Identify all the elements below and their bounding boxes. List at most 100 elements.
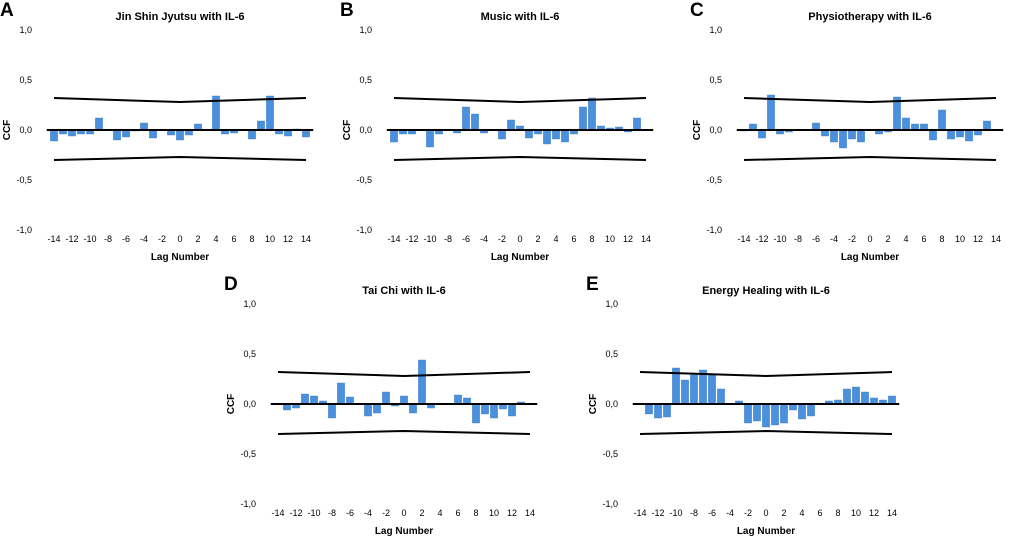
x-tick-label: -14 [271, 508, 284, 518]
ccf-bar [507, 119, 515, 131]
ccf-bar [983, 120, 991, 131]
y-axis-label: CCF [226, 394, 237, 415]
x-tick-label: 0 [517, 234, 522, 244]
panel-letter: D [224, 274, 238, 295]
x-tick-label: -12 [289, 508, 302, 518]
x-tick-label: -6 [812, 234, 820, 244]
upper-confidence-limit [639, 371, 893, 378]
chart-panel-e: E Energy Healing with IL-6 CCF Lag Number -… [586, 274, 926, 544]
ccf-chart-a: Jin Shin Jyutsu with IL-6 CCF Lag Number -1… [2, 11, 314, 263]
ccf-bar [481, 403, 489, 415]
ccf-bar [364, 403, 372, 417]
panel-letter: A [0, 0, 14, 21]
ccf-bar [140, 122, 148, 131]
x-tick-label: 12 [623, 234, 633, 244]
x-tick-label: 0 [867, 234, 872, 244]
ccf-chart-e: Energy Healing with IL-6 CCF Lag Number -1,… [588, 285, 900, 537]
x-tick-label: -4 [830, 234, 838, 244]
x-tick-label: 2 [195, 234, 200, 244]
ccf-bar [95, 117, 103, 131]
y-tick-label: 0,0 [19, 125, 32, 135]
y-tick-label: -0,5 [706, 175, 722, 185]
ccf-bar [302, 129, 310, 138]
x-tick-label: -2 [158, 234, 166, 244]
ccf-bar [418, 359, 426, 405]
x-tick-label: -10 [307, 508, 320, 518]
y-axis-label: CCF [2, 120, 13, 141]
ccf-bar [645, 403, 653, 415]
ccf-bar [310, 395, 318, 405]
panel-letter: E [586, 274, 599, 295]
y-tick-label: 0,5 [605, 349, 618, 359]
ccf-bar [744, 403, 752, 424]
x-tick-label: -6 [708, 508, 716, 518]
ccf-bar [857, 129, 865, 143]
chart-panel-b: B Music with IL-6 CCF Lag Number -1,0 -0,5 0,… [340, 0, 680, 270]
ccf-bar [472, 403, 480, 424]
x-tick-label: 8 [835, 508, 840, 518]
ccf-bar [938, 109, 946, 131]
ccf-bar [543, 129, 551, 145]
x-tick-label: 4 [213, 234, 218, 244]
y-tick-label: -1,0 [356, 225, 372, 235]
x-axis-label: Lag Number [151, 252, 209, 263]
chart-title: Tai Chi with IL-6 [362, 285, 446, 297]
y-tick-label: 1,0 [243, 299, 256, 309]
ccf-bar [508, 403, 516, 417]
x-axis-label: Lag Number [491, 252, 549, 263]
x-tick-label: -14 [737, 234, 750, 244]
x-tick-label: -10 [83, 234, 96, 244]
chart-title: Jin Shin Jyutsu with IL-6 [116, 11, 245, 23]
x-tick-label: 8 [473, 508, 478, 518]
y-tick-label: 0,0 [605, 399, 618, 409]
ccf-bar [301, 393, 309, 405]
x-tick-label: 12 [869, 508, 879, 518]
ccf-bar [852, 386, 860, 405]
x-tick-label: 0 [763, 508, 768, 518]
y-axis-label: CCF [588, 394, 599, 415]
ccf-bar [400, 395, 408, 405]
x-axis-label: Lag Number [737, 526, 795, 537]
ccf-bar [525, 129, 533, 139]
ccf-bar [780, 403, 788, 424]
ccf-bar [965, 129, 973, 142]
x-tick-label: -2 [848, 234, 856, 244]
x-tick-label: 12 [507, 508, 517, 518]
ccf-bar [50, 129, 58, 142]
panel-letter: C [690, 0, 704, 21]
x-tick-label: 4 [553, 234, 558, 244]
x-tick-label: -10 [773, 234, 786, 244]
ccf-chart-d: Tai Chi with IL-6 CCF Lag Number -1,0 -0,5 0,… [226, 285, 538, 537]
x-tick-label: 6 [571, 234, 576, 244]
ccf-bar [929, 129, 937, 141]
ccf-bar [654, 403, 662, 419]
x-tick-label: -2 [382, 508, 390, 518]
y-tick-label: 1,0 [605, 299, 618, 309]
y-tick-label: -0,5 [602, 449, 618, 459]
x-tick-label: 10 [265, 234, 275, 244]
x-tick-label: 6 [817, 508, 822, 518]
lower-confidence-limit [393, 155, 647, 161]
ccf-bar [807, 403, 815, 417]
x-tick-label: -14 [387, 234, 400, 244]
x-tick-label: 4 [903, 234, 908, 244]
ccf-bar [690, 374, 698, 405]
ccf-bar [454, 394, 462, 405]
y-tick-label: 0,0 [243, 399, 256, 409]
ccf-bar [839, 129, 847, 149]
ccf-bar [588, 97, 596, 131]
chart-panel-c: C Physiotherapy with IL-6 CCF Lag Number -1… [690, 0, 1030, 270]
x-axis-label: Lag Number [841, 252, 899, 263]
ccf-bar [561, 129, 569, 143]
y-tick-label: -1,0 [16, 225, 32, 235]
x-tick-label: 10 [605, 234, 615, 244]
chart-title: Energy Healing with IL-6 [702, 285, 830, 297]
ccf-bar [113, 129, 121, 141]
lower-confidence-limit [277, 429, 531, 435]
chart-title: Physiotherapy with IL-6 [808, 11, 931, 23]
ccf-bar [337, 382, 345, 405]
ccf-bar [471, 113, 479, 131]
x-tick-label: -6 [346, 508, 354, 518]
ccf-bar [248, 129, 256, 140]
ccf-bar [956, 129, 964, 138]
